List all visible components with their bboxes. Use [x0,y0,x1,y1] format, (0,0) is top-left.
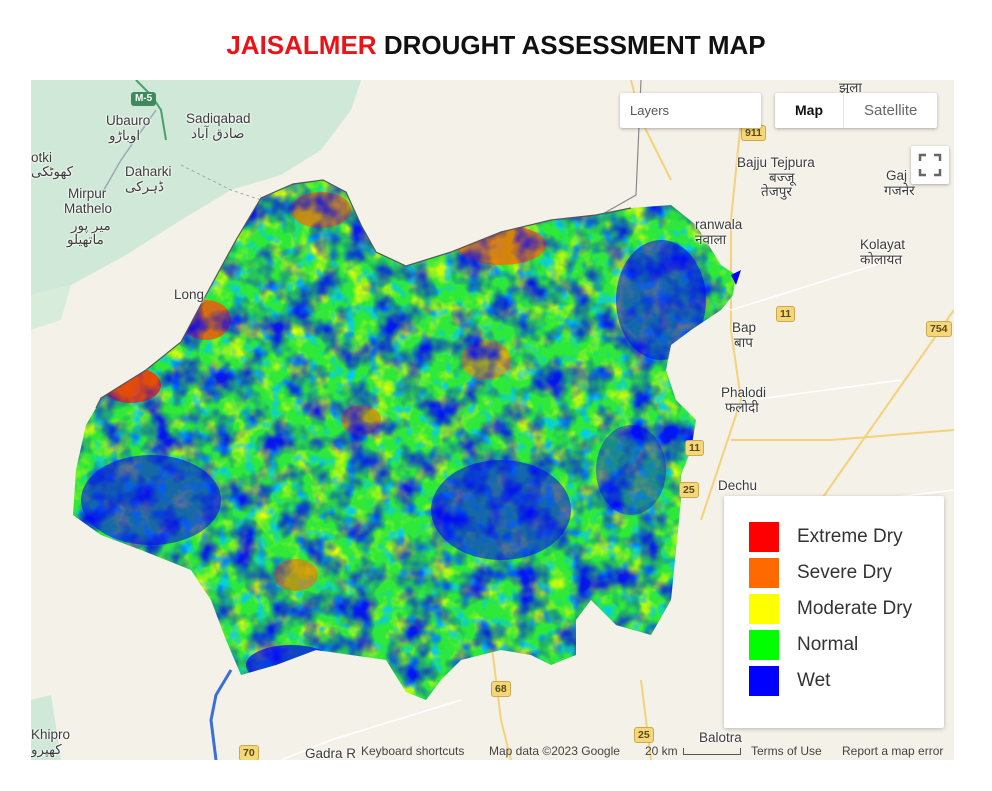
legend-label: Severe Dry [797,562,893,583]
place-mathelo-ur: ماتھیلو [67,232,104,247]
keyboard-shortcuts-link[interactable]: Keyboard shortcuts [361,744,465,758]
legend-item-normal: Normal [749,630,858,660]
place-phalodi: Phalodi [721,385,767,400]
layers-dropdown[interactable]: Layers [620,93,761,128]
place-ubauro: Ubauro [106,113,151,128]
map-data-credit: Map data ©2023 Google [489,744,620,758]
fullscreen-icon [918,153,942,177]
road-shield-25b: 25 [634,727,654,743]
place-sadiqabad-ur: صادق آباد [191,126,245,141]
place-mathelo: Mathelo [64,201,113,216]
place-sadiqabad: Sadiqabad [186,111,251,126]
legend-swatch-moderate-dry [749,594,779,624]
place-longewala: Long [174,287,205,302]
terms-link[interactable]: Terms of Use [751,744,822,758]
place-dechu: Dechu [718,478,758,493]
scale-bar [683,748,741,755]
place-otki-ur: کھوٹکی [31,164,74,179]
place-ranwala-hi: नवाला [695,232,727,247]
layers-placeholder: Layers [630,103,670,118]
legend-item-extreme-dry: Extreme Dry [749,522,903,552]
road-shield-m5: M-5 [131,92,157,106]
place-ubauro-ur: اوباڑو [109,128,141,143]
place-bajju-hi2: तेजपुर [761,184,792,199]
place-phalodi-hi: फलोदी [725,400,759,415]
legend-label: Extreme Dry [797,526,903,547]
legend-item-wet: Wet [749,666,830,696]
road-shield-11: 11 [776,306,796,322]
road-shield-25: 25 [679,482,699,498]
place-khipro-ur: کھپرو [31,742,62,757]
legend-item-moderate-dry: Moderate Dry [749,594,912,624]
place-gadra: Gadra R [305,746,357,760]
place-gaj-hi: गजनेर [884,183,915,198]
map-title: JAISALMER DROUGHT ASSESSMENT MAP [0,30,992,61]
legend-swatch-extreme-dry [749,522,779,552]
legend-item-severe-dry: Severe Dry [749,558,892,588]
road-shield-754: 754 [926,321,952,337]
place-daharki-ur: ڈہرکی [125,179,165,194]
place-khipro: Khipro [31,727,71,742]
place-daharki: Daharki [125,164,172,179]
place-bajju: Bajju Tejpura [737,155,815,170]
map-canvas[interactable]: M-5 911 11 754 11 25 68 25 70 Ubauro اوب… [31,80,954,760]
road-shield-70: 70 [239,745,259,760]
legend-swatch-normal [749,630,779,660]
legend-label: Moderate Dry [797,598,913,619]
place-gaj: Gaj [886,168,908,183]
road-shield-911: 911 [741,125,766,141]
fullscreen-button[interactable] [911,146,949,184]
legend-label: Wet [797,670,831,691]
place-ranwala: ranwala [695,217,743,232]
place-mirpur: Mirpur [68,186,107,201]
place-balotra: Balotra [699,730,742,745]
scale-label: 20 km [645,744,678,758]
map-type-map-button[interactable]: Map [795,102,823,118]
place-bap-hi: बाप [734,335,753,350]
place-kolayat: Kolayat [860,237,906,252]
legend-swatch-severe-dry [749,558,779,588]
place-bap: Bap [732,320,757,335]
road-shield-11b: 11 [685,440,705,456]
map-type-control[interactable]: Map Satellite [775,93,938,128]
legend: Extreme Dry Severe Dry Moderate Dry Norm… [724,496,944,728]
place-mirpur-ur: میر پور [71,218,111,233]
place-bajju-hi: बज्जू [769,170,795,185]
road-shield-68: 68 [491,681,511,697]
place-otki: otki [31,150,53,165]
report-error-link[interactable]: Report a map error [842,744,944,758]
place-top-hi: झुला [839,80,862,95]
legend-swatch-wet [749,666,779,696]
legend-label: Normal [797,634,859,655]
title-district: JAISALMER [226,30,377,60]
title-rest: DROUGHT ASSESSMENT MAP [383,30,766,60]
map-attribution: Keyboard shortcuts Map data ©2023 Google… [31,740,954,760]
map-type-satellite-button[interactable]: Satellite [843,93,937,128]
base-map [31,80,954,760]
place-kolayat-hi: कोलायत [860,252,903,267]
